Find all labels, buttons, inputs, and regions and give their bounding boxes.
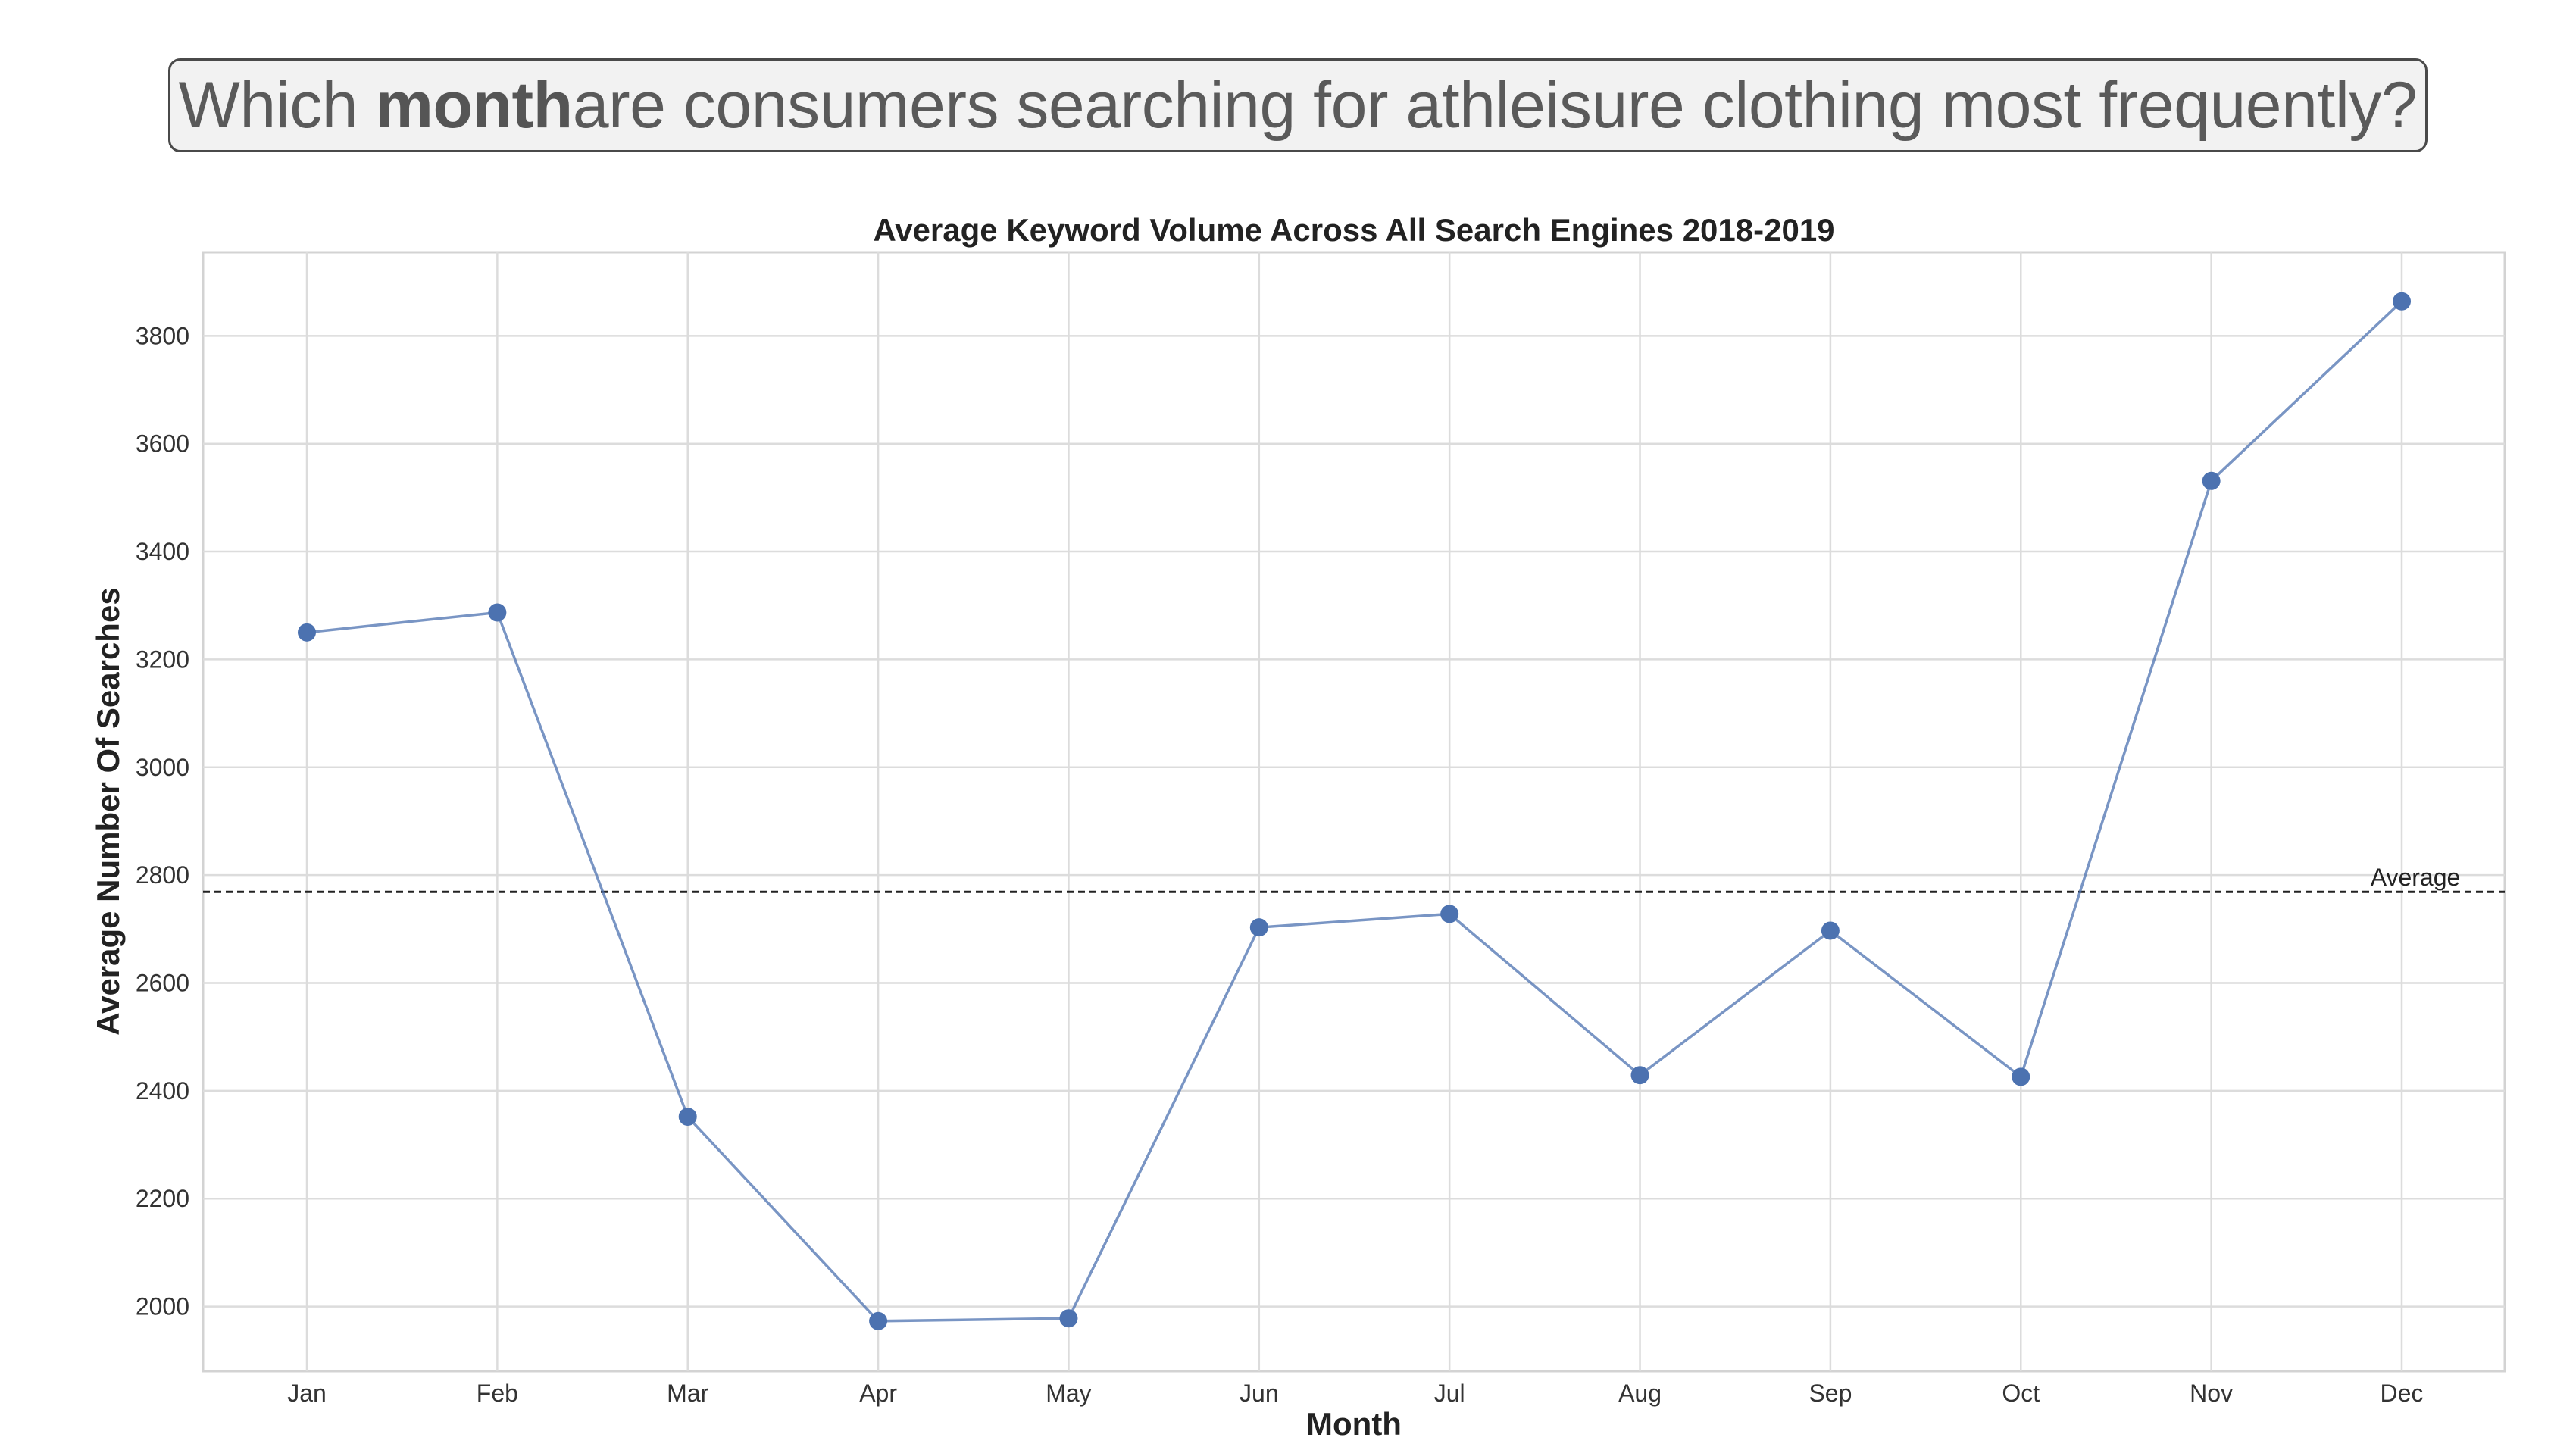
y-axis-ticks: 2000 2200 2400 2600 2800 3000 3200 3400 3600 3800: [136, 322, 189, 1320]
x-tick-label: Jun: [1240, 1380, 1279, 1407]
y-axis-title: Average Number Of Searches: [90, 587, 126, 1035]
x-tick-label: Mar: [667, 1380, 708, 1407]
x-tick-label: Oct: [2002, 1380, 2040, 1407]
question-suffix: are consumers searching for athleisure c…: [572, 68, 2418, 142]
data-point: [1440, 905, 1459, 923]
data-point: [2202, 471, 2221, 490]
question-prefix: Which: [178, 68, 358, 142]
data-point: [2012, 1067, 2030, 1086]
y-tick-label: 2600: [136, 969, 189, 996]
x-axis-ticks: Jan Feb Mar Apr May Jun Jul Aug Sep Oct Nov Dec: [287, 1380, 2423, 1407]
x-axis-title: Month: [1306, 1406, 1402, 1442]
x-tick-label: May: [1046, 1380, 1091, 1407]
x-tick-label: Jul: [1434, 1380, 1465, 1407]
data-point: [869, 1311, 888, 1330]
y-tick-label: 3600: [136, 430, 189, 458]
data-point: [1249, 918, 1268, 937]
data-point: [2393, 292, 2411, 311]
series-line: [306, 300, 2403, 1323]
y-tick-label: 3800: [136, 322, 189, 349]
y-tick-label: 2200: [136, 1185, 189, 1212]
y-tick-label: 3200: [136, 645, 189, 673]
x-tick-label: Apr: [859, 1380, 897, 1407]
plot-area: [202, 251, 2506, 1373]
data-point: [1821, 921, 1840, 940]
x-tick-label: Sep: [1809, 1380, 1852, 1407]
series-points: [298, 292, 2411, 1330]
data-point: [298, 623, 316, 642]
data-point: [488, 603, 507, 622]
y-tick-label: 3400: [136, 538, 189, 565]
x-tick-label: Jan: [287, 1380, 327, 1407]
data-point: [1630, 1066, 1649, 1085]
average-reference-label: Average: [2371, 864, 2461, 891]
grid-lines: [203, 252, 2505, 1371]
question-emphasis: month: [375, 68, 574, 142]
x-tick-label: Feb: [477, 1380, 518, 1407]
x-tick-label: Dec: [2381, 1380, 2424, 1407]
data-point: [678, 1108, 697, 1127]
y-tick-label: 2400: [136, 1077, 189, 1105]
x-tick-label: Aug: [1618, 1380, 1662, 1407]
y-tick-label: 2000: [136, 1293, 189, 1320]
question-banner: Which month are consumers searching for …: [168, 58, 2428, 152]
chart-title: Average Keyword Volume Across All Search…: [873, 212, 1834, 248]
y-tick-label: 2800: [136, 861, 189, 889]
x-tick-label: Nov: [2190, 1380, 2233, 1407]
y-tick-label: 3000: [136, 754, 189, 781]
data-point: [1059, 1309, 1078, 1328]
